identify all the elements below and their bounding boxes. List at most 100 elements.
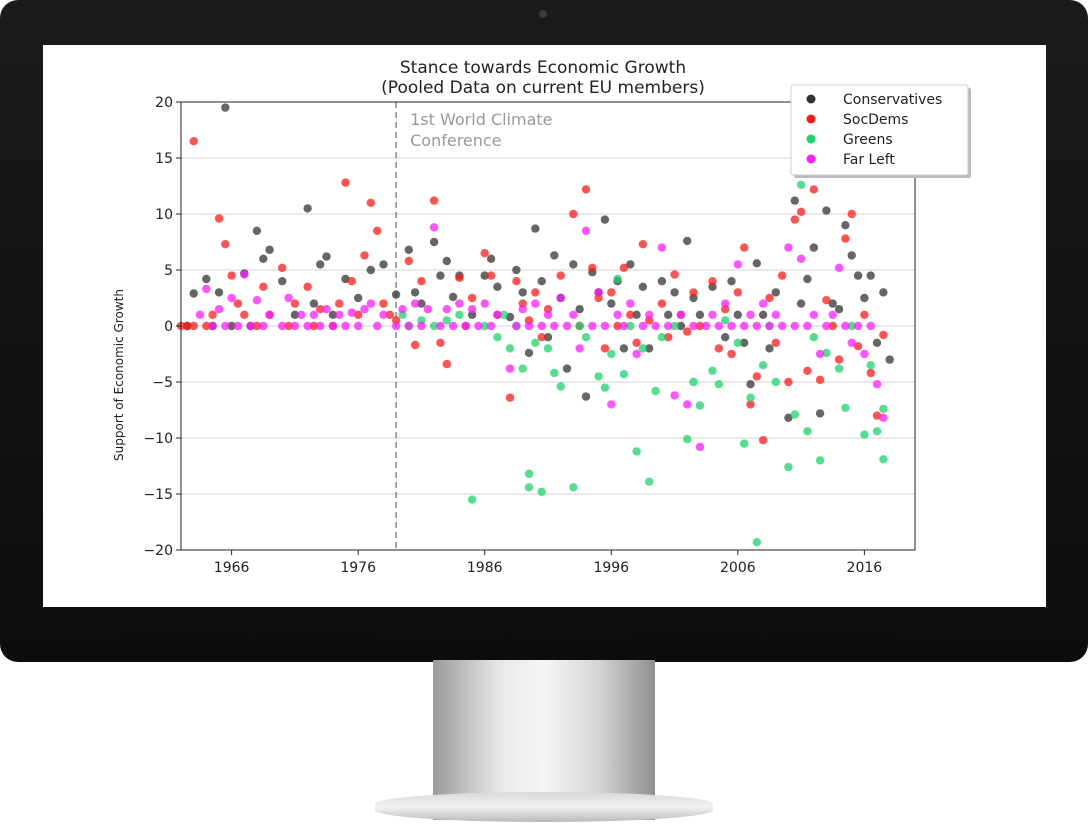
data-point [834, 305, 844, 314]
data-point [803, 427, 812, 436]
data-point [815, 349, 825, 359]
annotation: 1st World Climate Conference [395, 102, 553, 550]
data-point [448, 292, 458, 302]
data-point [575, 344, 584, 353]
y-tick-label: −20 [143, 543, 173, 559]
data-point [721, 333, 730, 342]
data-point [531, 338, 540, 347]
data-point [556, 293, 565, 303]
data-point [803, 274, 812, 284]
data-point [537, 277, 546, 286]
data-point [505, 312, 515, 322]
data-point [581, 392, 591, 401]
data-point [575, 321, 584, 331]
data-point [600, 383, 610, 392]
data-point [410, 299, 420, 308]
data-point [537, 333, 546, 342]
data-point [632, 349, 641, 359]
data-point [733, 310, 742, 319]
data-point [822, 206, 831, 215]
legend-label: SocDems [843, 112, 908, 128]
data-point [379, 310, 388, 319]
data-point [784, 243, 793, 252]
data-point [594, 288, 603, 297]
data-point [480, 249, 489, 258]
data-point [733, 260, 742, 269]
data-point [202, 274, 211, 284]
data-point [354, 310, 363, 319]
data-point [657, 333, 667, 342]
data-point [246, 321, 255, 331]
data-point [828, 321, 837, 331]
data-point [214, 214, 224, 223]
data-point [872, 411, 882, 420]
data-point [670, 270, 679, 279]
data-point [619, 321, 629, 331]
data-point [607, 400, 616, 409]
data-point [436, 321, 445, 331]
data-point [202, 284, 211, 294]
data-point [569, 310, 578, 319]
data-point [758, 310, 768, 319]
data-point [885, 355, 894, 364]
data-point [645, 310, 654, 319]
data-point [480, 321, 489, 331]
data-point [486, 254, 496, 263]
data-point [727, 277, 736, 286]
data-point [683, 434, 692, 444]
legend-label: Far Left [843, 152, 895, 168]
data-point [480, 299, 489, 308]
data-point [429, 321, 439, 331]
data-point [493, 333, 502, 342]
data-point [442, 256, 451, 266]
data-point [512, 321, 521, 331]
data-point [391, 290, 401, 299]
data-point [777, 321, 787, 331]
data-point [569, 483, 578, 492]
data-point [638, 240, 648, 249]
data-point [214, 288, 224, 297]
data-point [879, 455, 888, 464]
y-tick-label: 5 [164, 263, 173, 279]
data-point [259, 321, 268, 331]
data-point [335, 310, 344, 319]
data-point [341, 274, 350, 284]
data-point [252, 226, 262, 235]
y-tick-label: −5 [152, 375, 173, 391]
data-point [645, 344, 654, 353]
data-point [657, 277, 667, 286]
data-point [872, 380, 882, 389]
data-point [417, 299, 426, 308]
series-far-left [195, 223, 888, 452]
monitor-base [375, 792, 713, 822]
x-tick-label: 1986 [467, 560, 503, 576]
data-point [790, 196, 799, 205]
data-point [195, 310, 205, 319]
data-point [651, 321, 660, 331]
data-point [404, 245, 413, 254]
series-conservatives [183, 103, 894, 422]
data-point [581, 333, 591, 342]
data-point [809, 310, 818, 319]
data-point [841, 234, 850, 243]
data-point [790, 321, 799, 331]
data-point [588, 321, 597, 331]
data-point [543, 344, 553, 353]
series-socdems [176, 137, 888, 445]
data-point [442, 316, 451, 325]
data-point [505, 364, 515, 373]
data-point [676, 321, 686, 331]
data-point [278, 263, 287, 272]
data-point [537, 487, 546, 496]
data-point [815, 456, 825, 465]
data-point [651, 386, 660, 396]
data-point [613, 274, 622, 284]
legend-marker [806, 94, 816, 104]
data-point [771, 288, 780, 297]
data-point [676, 310, 686, 319]
data-point [227, 293, 236, 303]
legend-label: Greens [843, 132, 893, 148]
data-point [796, 207, 806, 216]
data-point [879, 288, 888, 297]
data-point [828, 310, 837, 319]
